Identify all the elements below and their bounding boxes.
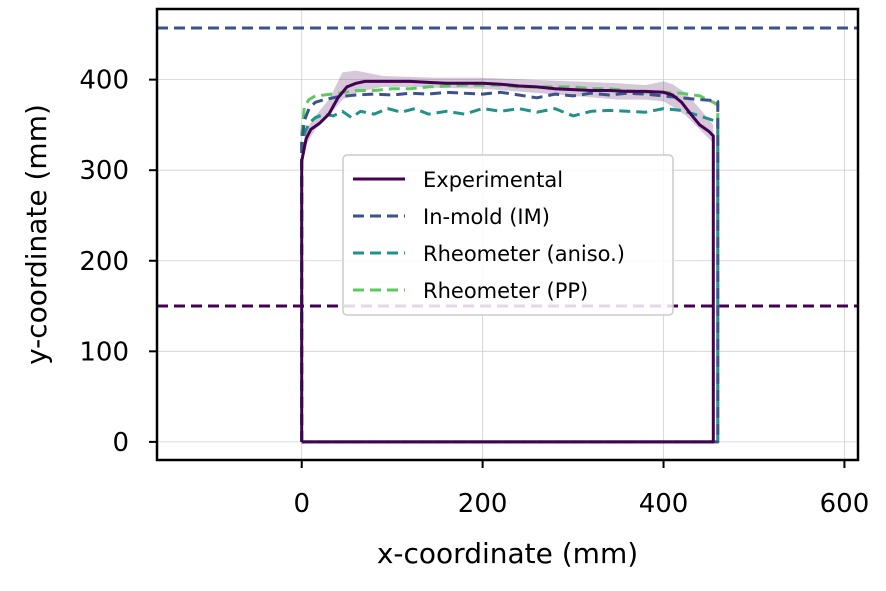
y-tick-label: 300 (79, 156, 129, 186)
plot-frame (155, 7, 860, 462)
legend-label: Experimental (423, 168, 563, 192)
uncertainty-bands (301, 70, 714, 171)
series-lines (300, 79, 720, 444)
x-tick-label: 200 (458, 489, 508, 519)
y-axis-label: y-coordinate (mm) (20, 104, 53, 365)
legend-label: In-mold (IM) (423, 205, 550, 229)
y-tick-label: 100 (79, 337, 129, 367)
uncertainty-band (301, 70, 714, 171)
x-axis-label: x-coordinate (mm) (377, 537, 638, 570)
x-tick-label: 400 (639, 489, 689, 519)
series-line-in-mold-im (300, 90, 720, 444)
x-tick-label: 0 (293, 489, 310, 519)
legend-box (342, 154, 674, 316)
legend-label: Rheometer (PP) (423, 279, 588, 303)
y-tick-label: 200 (79, 247, 129, 277)
series-line-experimental (300, 79, 715, 444)
x-tick-label: 600 (820, 489, 870, 519)
legend: Experimental In-mold (IM) Rheometer (aniso… (342, 154, 674, 316)
axis-ticks: 0 200 400 600 0 100 200 300 400 (79, 66, 869, 519)
y-tick-label: 0 (112, 428, 129, 458)
y-tick-label: 400 (79, 66, 129, 96)
legend-label: Rheometer (aniso.) (423, 242, 625, 266)
